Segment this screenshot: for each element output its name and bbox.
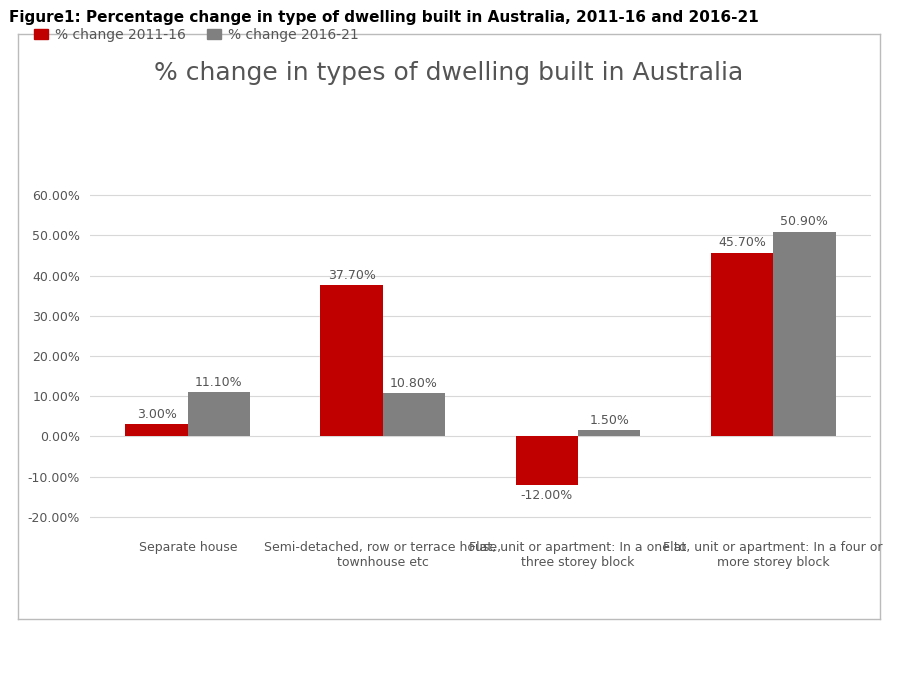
Bar xyxy=(321,285,383,437)
Bar xyxy=(515,437,578,485)
Legend: % change 2011-16, % change 2016-21: % change 2011-16, % change 2016-21 xyxy=(34,28,358,42)
Text: 37.70%: 37.70% xyxy=(328,269,375,281)
Text: Figure1: Percentage change in type of dwelling built in Australia, 2011-16 and 2: Figure1: Percentage change in type of dw… xyxy=(9,10,759,25)
Text: -12.00%: -12.00% xyxy=(521,489,573,502)
Text: 11.10%: 11.10% xyxy=(195,376,242,388)
Text: 10.80%: 10.80% xyxy=(390,377,438,390)
Bar xyxy=(383,393,445,437)
Bar xyxy=(710,252,773,437)
Bar xyxy=(773,232,835,437)
Text: % change in types of dwelling built in Australia: % change in types of dwelling built in A… xyxy=(154,61,744,85)
Text: 50.90%: 50.90% xyxy=(780,215,828,228)
Text: 1.50%: 1.50% xyxy=(589,414,629,427)
Text: 3.00%: 3.00% xyxy=(136,408,177,421)
Text: 45.70%: 45.70% xyxy=(718,236,766,250)
Bar xyxy=(126,425,188,437)
Bar xyxy=(578,431,640,437)
Bar xyxy=(188,392,251,437)
